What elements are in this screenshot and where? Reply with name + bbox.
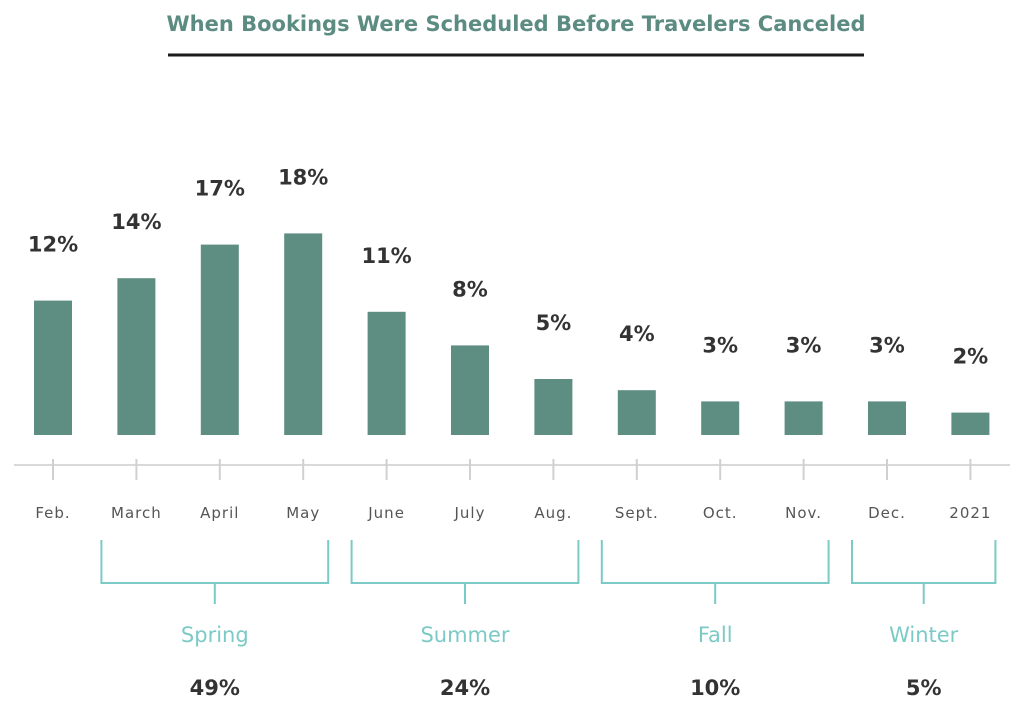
- x-tick-label-7: Aug.: [534, 504, 572, 522]
- x-tick-label-3: April: [200, 504, 239, 522]
- season-label-fall: Fall: [698, 623, 733, 647]
- value-label-11: 3%: [869, 333, 905, 357]
- x-tick-label-1: Feb.: [35, 504, 70, 522]
- bar-4: [284, 233, 323, 435]
- season-label-winter: Winter: [889, 623, 959, 647]
- bar-7: [534, 379, 573, 435]
- x-tick-label-6: July: [454, 504, 486, 522]
- bar-8: [617, 390, 656, 435]
- season-total-winter: 5%: [906, 676, 942, 700]
- bar-10: [784, 401, 823, 435]
- season-groups: Spring 49% Summer 24% Fall 10% Winter 5%: [100, 540, 997, 700]
- x-tick-label-2: March: [111, 504, 162, 522]
- season-total-summer: 24%: [440, 676, 490, 700]
- bar-2: [117, 278, 156, 435]
- x-tick-label-10: Nov.: [785, 504, 822, 522]
- x-tick-label-5: June: [367, 504, 405, 522]
- x-tick-label-11: Dec.: [868, 504, 906, 522]
- value-label-4: 18%: [278, 165, 328, 189]
- value-label-5: 11%: [361, 244, 411, 268]
- bar-11: [868, 401, 906, 435]
- value-label-7: 5%: [536, 311, 572, 335]
- value-label-10: 3%: [786, 333, 822, 357]
- value-label-9: 3%: [702, 333, 738, 357]
- bracket-summer: [350, 540, 580, 604]
- chart-title: When Bookings Were Scheduled Before Trav…: [166, 12, 865, 36]
- bar-5: [367, 311, 406, 435]
- value-label-8: 4%: [619, 322, 655, 346]
- value-label-6: 8%: [452, 277, 488, 301]
- season-label-spring: Spring: [181, 623, 249, 647]
- bars-group: 12% 14% 17% 18% 11% 8% 5% 4% 3% 3% 3% 2%: [28, 165, 990, 435]
- value-label-12: 2%: [953, 345, 989, 369]
- bar-6: [451, 345, 489, 435]
- value-label-3: 17%: [195, 177, 245, 201]
- bracket-spring: [100, 540, 330, 604]
- x-tick-label-8: Sept.: [615, 504, 659, 522]
- season-total-spring: 49%: [190, 676, 240, 700]
- value-label-1: 12%: [28, 233, 78, 257]
- bracket-winter: [851, 540, 997, 604]
- value-label-2: 14%: [111, 210, 161, 234]
- bar-12: [951, 412, 990, 435]
- bracket-fall: [600, 540, 830, 604]
- x-tick-label-9: Oct.: [703, 504, 738, 522]
- ticks-group: Feb. March April May June July Aug. Sept. Oct. No…: [35, 459, 991, 522]
- bar-9: [701, 401, 740, 435]
- bar-1: [34, 300, 72, 435]
- season-total-fall: 10%: [690, 676, 740, 700]
- x-tick-label-4: May: [286, 504, 320, 522]
- x-tick-label-12: 2021: [949, 504, 991, 522]
- bar-3: [200, 244, 239, 435]
- season-label-summer: Summer: [420, 623, 509, 647]
